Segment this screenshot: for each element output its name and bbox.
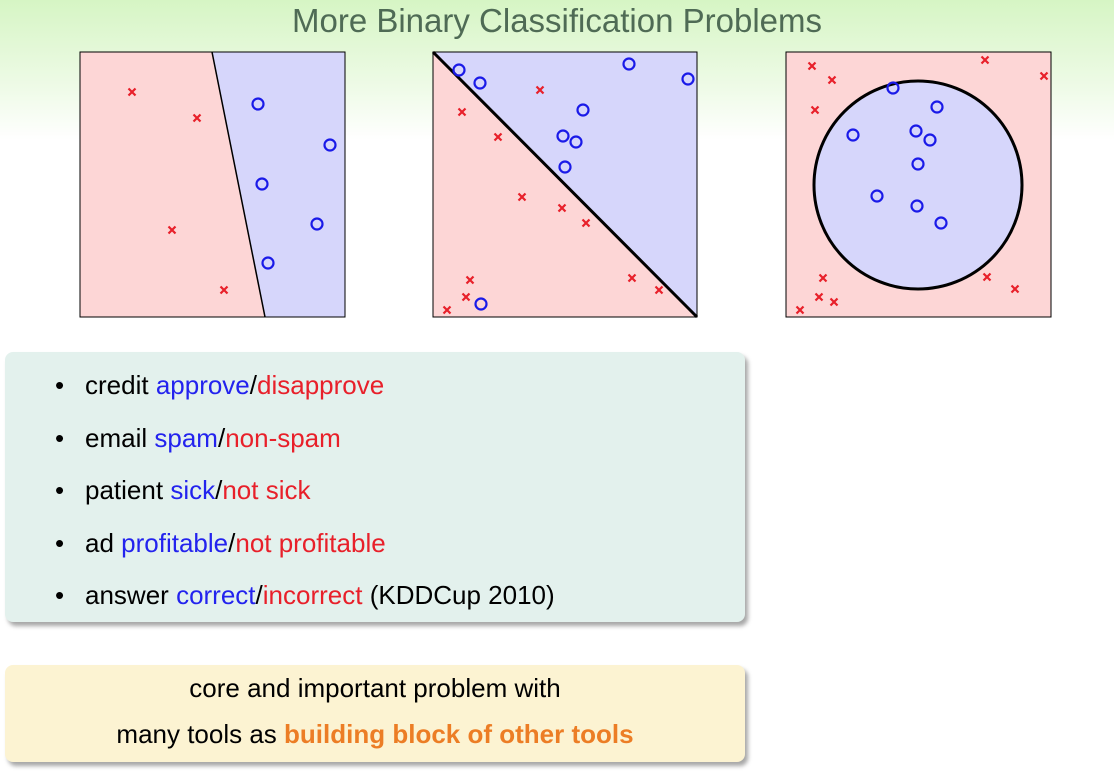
circle-point: [870, 189, 884, 203]
illustrations: [79, 50, 1052, 319]
callout-text: many tools as: [116, 719, 277, 749]
item-negative: not profitable: [235, 527, 386, 558]
points: [127, 55, 1049, 315]
item-lead: patient: [85, 475, 164, 505]
item-separator: /: [228, 527, 236, 558]
circle-point: [255, 177, 269, 191]
cross-point: [1010, 284, 1020, 294]
item-separator: /: [217, 422, 226, 453]
boundary: [431, 50, 699, 319]
circle-point: [930, 100, 944, 114]
circle-point: [909, 124, 923, 138]
circle-point: [558, 160, 572, 174]
cross-point: [807, 61, 817, 71]
item-positive: spam: [154, 422, 218, 453]
circle-point: [911, 157, 925, 171]
cross-point: [127, 87, 137, 97]
circle-point: [622, 57, 636, 71]
cross-point: [557, 203, 567, 213]
cross-point: [167, 225, 177, 235]
circle-point: [923, 133, 937, 147]
callout-highlight: building block of other tools: [284, 719, 634, 749]
item-positive: correct: [176, 580, 256, 610]
callout-box: core and important problem with many too…: [5, 665, 745, 762]
cross-point: [493, 132, 503, 142]
item-positive: profitable: [121, 527, 229, 558]
item-separator: /: [215, 475, 223, 505]
item-lead: email: [85, 422, 148, 453]
circle-point: [846, 128, 860, 142]
circle-point: [251, 97, 265, 111]
cross-point: [457, 107, 467, 117]
circle-point: [310, 217, 324, 231]
callout-line: core and important problem with: [189, 673, 561, 703]
item-separator: /: [249, 370, 258, 400]
example-item: email spam/non-spam: [55, 423, 341, 453]
cross-point: [581, 218, 591, 228]
cross-point: [1039, 71, 1049, 81]
cross-point: [461, 292, 471, 302]
circle-point: [886, 81, 900, 95]
circle-point: [910, 199, 924, 213]
boundary: [211, 51, 266, 318]
circle-point: [934, 216, 948, 230]
example-item: answer correct/incorrect (KDDCup 2010): [55, 580, 555, 610]
cross-point: [654, 285, 664, 295]
circle-point: [323, 138, 337, 152]
cross-point: [465, 275, 475, 285]
boundary: [812, 79, 1024, 291]
region-negative: [80, 52, 265, 317]
circle-point: [576, 103, 590, 117]
panel-circle: [785, 51, 1052, 318]
example-item: credit approve/disapprove: [55, 370, 384, 400]
item-negative: disapprove: [257, 370, 385, 400]
callout-line: many tools as building block of other to…: [5, 711, 745, 757]
circle-point: [261, 256, 275, 270]
circle-point: [452, 63, 466, 77]
item-positive: approve: [155, 370, 250, 400]
item-lead: credit: [85, 370, 149, 400]
region-positive: [212, 52, 345, 317]
cross-point: [442, 305, 452, 315]
example-item: ad profitable/not profitable: [55, 528, 386, 558]
example-item: patient sick/not sick: [55, 475, 310, 505]
cross-point: [535, 85, 545, 95]
cross-point: [982, 272, 992, 282]
cross-point: [795, 305, 805, 315]
examples-box: credit approve/disapproveemail spam/non-…: [5, 352, 745, 622]
item-negative: incorrect: [262, 580, 363, 610]
circle-point: [556, 129, 570, 143]
item-negative: non-spam: [225, 422, 341, 453]
cross-point: [517, 192, 527, 202]
item-lead: answer: [85, 580, 169, 610]
circle-point: [569, 135, 583, 149]
cross-point: [219, 285, 229, 295]
item-separator: /: [255, 580, 263, 610]
cross-point: [818, 273, 828, 283]
cross-point: [814, 292, 824, 302]
circle-point: [474, 297, 488, 311]
cross-point: [627, 273, 637, 283]
circle-point: [681, 72, 695, 86]
item-note: (KDDCup 2010): [369, 580, 555, 610]
panel-diagonal: [431, 50, 699, 319]
item-negative: not sick: [222, 475, 311, 505]
cross-point: [827, 75, 837, 85]
cross-point: [810, 105, 820, 115]
frame: [432, 51, 698, 318]
cross-point: [192, 113, 202, 123]
circle-point: [473, 76, 487, 90]
frame: [79, 51, 346, 318]
slide-title: More Binary Classification Problems: [291, 2, 822, 39]
cross-point: [980, 55, 990, 65]
panel-linear: [79, 51, 346, 318]
item-lead: ad: [85, 527, 114, 558]
item-positive: sick: [170, 475, 216, 505]
cross-point: [829, 297, 839, 307]
